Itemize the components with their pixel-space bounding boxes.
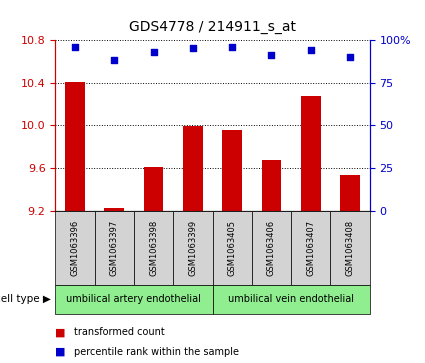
- Point: [347, 54, 354, 60]
- Point: [71, 44, 78, 50]
- Text: percentile rank within the sample: percentile rank within the sample: [74, 347, 239, 357]
- Text: GSM1063408: GSM1063408: [346, 220, 354, 276]
- Text: GSM1063399: GSM1063399: [188, 220, 197, 276]
- Point: [307, 47, 314, 53]
- Bar: [144, 167, 163, 211]
- Text: umbilical vein endothelial: umbilical vein endothelial: [228, 294, 354, 305]
- Text: GDS4778 / 214911_s_at: GDS4778 / 214911_s_at: [129, 20, 296, 34]
- Bar: [262, 160, 281, 211]
- Bar: [183, 126, 203, 211]
- Text: ■: ■: [55, 347, 66, 357]
- Bar: [105, 208, 124, 211]
- Point: [229, 44, 235, 50]
- Text: GSM1063406: GSM1063406: [267, 220, 276, 276]
- Point: [150, 49, 157, 55]
- Text: GSM1063398: GSM1063398: [149, 220, 158, 276]
- Bar: [301, 97, 320, 211]
- Point: [268, 52, 275, 58]
- Text: cell type ▶: cell type ▶: [0, 294, 51, 305]
- Bar: [65, 82, 85, 211]
- Bar: [340, 175, 360, 211]
- Text: GSM1063396: GSM1063396: [71, 220, 79, 276]
- Text: transformed count: transformed count: [74, 327, 165, 337]
- Bar: [222, 130, 242, 211]
- Point: [190, 46, 196, 52]
- Point: [111, 57, 118, 63]
- Text: GSM1063397: GSM1063397: [110, 220, 119, 276]
- Text: umbilical artery endothelial: umbilical artery endothelial: [66, 294, 201, 305]
- Text: GSM1063405: GSM1063405: [228, 220, 237, 276]
- Text: ■: ■: [55, 327, 66, 337]
- Text: GSM1063407: GSM1063407: [306, 220, 315, 276]
